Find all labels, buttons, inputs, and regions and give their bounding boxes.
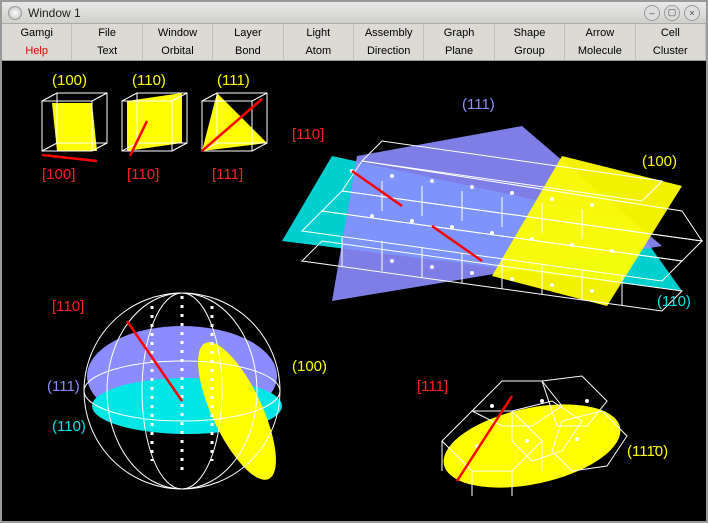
viewport-3d[interactable]: (100) [100] (110) [110] — [2, 61, 706, 521]
label-big-100: (100) — [642, 153, 677, 170]
menu-molecule[interactable]: Molecule — [565, 42, 635, 60]
menu-graph[interactable]: Graph — [424, 24, 494, 42]
lattice-large: (111) [110] (100) (110) — [282, 96, 702, 311]
menu-light[interactable]: Light — [284, 24, 354, 42]
menu-text[interactable]: Text — [72, 42, 142, 60]
label-hex-111: [111] — [417, 378, 448, 395]
menu-direction[interactable]: Direction — [354, 42, 424, 60]
label-100-plane: (100) — [52, 72, 87, 89]
label-big-110-dir: [110] — [292, 126, 324, 143]
menu-orbital[interactable]: Orbital — [143, 42, 213, 60]
menu-atom[interactable]: Atom — [284, 42, 354, 60]
menu-window[interactable]: Window — [143, 24, 213, 42]
menubar: Gamgi File Window Layer Light Assembly G… — [2, 24, 706, 61]
label-sph-111: (111) — [47, 378, 80, 395]
menu-help[interactable]: Help — [2, 42, 72, 60]
cube-110: (110) [110] — [122, 72, 187, 183]
label-hex-1110: (111̄0) — [627, 443, 668, 460]
label-sph-110p: (110) — [52, 418, 86, 435]
application-window: Window 1 – ▢ × Gamgi File Window Layer L… — [0, 0, 708, 523]
menu-bond[interactable]: Bond — [213, 42, 283, 60]
label-big-111: (111) — [462, 96, 495, 113]
label-big-110: (110) — [657, 293, 691, 310]
cube-111: (111) [111] — [202, 72, 267, 183]
menu-plane[interactable]: Plane — [424, 42, 494, 60]
hex-cells: [111] (111̄0) — [417, 376, 668, 502]
label-100-dir: [100] — [42, 166, 75, 183]
menu-gamgi[interactable]: Gamgi — [2, 24, 72, 42]
close-icon[interactable]: × — [684, 5, 700, 21]
menu-arrow[interactable]: Arrow — [565, 24, 635, 42]
label-111-plane: (111) — [217, 72, 250, 89]
label-111-dir: [111] — [212, 166, 243, 183]
maximize-icon[interactable]: ▢ — [664, 5, 680, 21]
label-110-dir: [110] — [127, 166, 159, 183]
menu-file[interactable]: File — [72, 24, 142, 42]
titlebar[interactable]: Window 1 – ▢ × — [2, 2, 706, 24]
minimize-icon[interactable]: – — [644, 5, 660, 21]
menu-layer[interactable]: Layer — [213, 24, 283, 42]
menu-group[interactable]: Group — [495, 42, 565, 60]
menu-shape[interactable]: Shape — [495, 24, 565, 42]
label-110-plane: (110) — [132, 72, 166, 89]
sphere: [110] (100) (111) (110) — [47, 293, 327, 490]
cube-100: (100) [100] — [42, 72, 107, 183]
label-sph-100: (100) — [292, 358, 327, 375]
menu-cell[interactable]: Cell — [636, 24, 706, 42]
window-title: Window 1 — [28, 6, 81, 20]
app-icon — [8, 6, 22, 20]
menu-assembly[interactable]: Assembly — [354, 24, 424, 42]
label-sph-110-dir: [110] — [52, 298, 84, 315]
menu-cluster[interactable]: Cluster — [636, 42, 706, 60]
